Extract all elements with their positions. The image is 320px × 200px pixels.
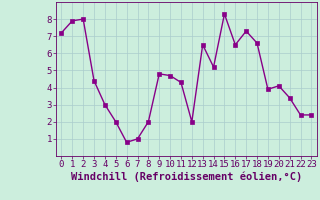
X-axis label: Windchill (Refroidissement éolien,°C): Windchill (Refroidissement éolien,°C) bbox=[71, 172, 302, 182]
